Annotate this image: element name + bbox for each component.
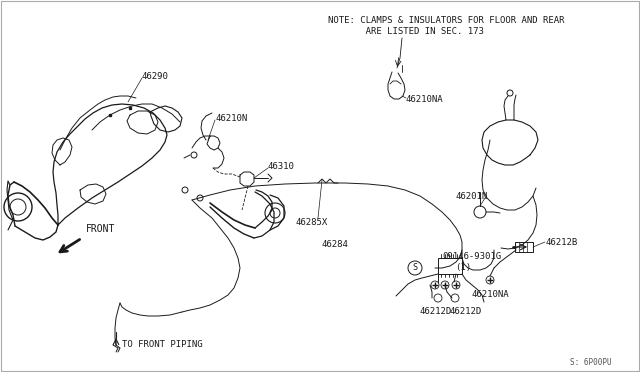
Text: 46212D: 46212D xyxy=(450,307,483,316)
Text: TO FRONT PIPING: TO FRONT PIPING xyxy=(122,340,203,349)
Text: NOTE: CLAMPS & INSULATORS FOR FLOOR AND REAR: NOTE: CLAMPS & INSULATORS FOR FLOOR AND … xyxy=(328,16,564,25)
Text: S: S xyxy=(413,263,417,273)
Text: 09146-9301G: 09146-9301G xyxy=(442,252,501,261)
Text: 46210N: 46210N xyxy=(215,114,247,123)
Text: 46310: 46310 xyxy=(268,162,295,171)
Text: 46210NA: 46210NA xyxy=(406,95,444,104)
Text: S: 6P00PU: S: 6P00PU xyxy=(570,358,612,367)
Text: ARE LISTED IN SEC. 173: ARE LISTED IN SEC. 173 xyxy=(328,27,484,36)
Text: 46284: 46284 xyxy=(322,240,349,249)
Text: 46290: 46290 xyxy=(142,72,169,81)
Text: 46210NA: 46210NA xyxy=(472,290,509,299)
Text: 46212D: 46212D xyxy=(420,307,452,316)
Text: (1): (1) xyxy=(455,263,471,272)
Text: 46212B: 46212B xyxy=(545,238,577,247)
Bar xyxy=(515,242,533,252)
Text: 46285X: 46285X xyxy=(296,218,328,227)
Text: FRONT: FRONT xyxy=(86,224,115,234)
Bar xyxy=(438,258,462,274)
Text: 46201N: 46201N xyxy=(456,192,488,201)
